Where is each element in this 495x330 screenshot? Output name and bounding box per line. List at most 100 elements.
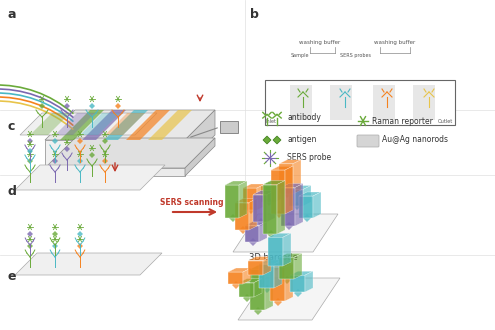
Polygon shape (55, 113, 95, 135)
Text: antibody: antibody (287, 114, 321, 122)
Polygon shape (238, 278, 340, 320)
Polygon shape (279, 160, 301, 164)
Polygon shape (77, 138, 83, 144)
FancyBboxPatch shape (265, 80, 455, 125)
Text: Raman reporter: Raman reporter (372, 116, 433, 125)
Polygon shape (274, 260, 282, 288)
Polygon shape (285, 263, 293, 301)
Polygon shape (243, 184, 265, 188)
Polygon shape (248, 261, 263, 275)
Polygon shape (265, 198, 273, 206)
Polygon shape (275, 182, 283, 202)
Polygon shape (27, 231, 33, 237)
Polygon shape (265, 265, 273, 310)
FancyBboxPatch shape (290, 85, 312, 120)
Polygon shape (77, 158, 83, 164)
Polygon shape (229, 214, 237, 222)
Polygon shape (285, 222, 293, 230)
FancyBboxPatch shape (220, 121, 238, 133)
Polygon shape (15, 165, 165, 190)
Polygon shape (267, 190, 275, 222)
Polygon shape (105, 113, 145, 135)
Polygon shape (225, 181, 247, 185)
Polygon shape (185, 110, 215, 165)
Polygon shape (263, 257, 271, 275)
Polygon shape (45, 168, 185, 176)
Polygon shape (52, 231, 58, 237)
Polygon shape (254, 279, 262, 297)
Polygon shape (279, 164, 293, 194)
Polygon shape (80, 113, 120, 135)
Polygon shape (272, 263, 280, 271)
Polygon shape (303, 214, 311, 222)
Polygon shape (263, 285, 271, 293)
Polygon shape (263, 136, 271, 144)
Polygon shape (52, 243, 58, 249)
Polygon shape (89, 152, 95, 158)
Text: SERS scanning: SERS scanning (160, 198, 224, 207)
Polygon shape (263, 184, 277, 234)
Polygon shape (247, 206, 255, 214)
Text: Outlet: Outlet (438, 119, 453, 124)
Polygon shape (293, 160, 301, 194)
Polygon shape (235, 199, 257, 203)
Polygon shape (257, 218, 265, 226)
Polygon shape (15, 253, 162, 275)
Polygon shape (64, 146, 70, 152)
Polygon shape (232, 281, 240, 289)
Polygon shape (248, 257, 271, 261)
Polygon shape (270, 267, 285, 301)
Text: SERS probe: SERS probe (287, 153, 331, 162)
FancyBboxPatch shape (330, 85, 352, 120)
Polygon shape (295, 183, 303, 226)
Polygon shape (271, 170, 285, 214)
Polygon shape (239, 282, 254, 297)
Text: washing buffer: washing buffer (299, 40, 341, 45)
Polygon shape (245, 225, 259, 242)
Polygon shape (261, 185, 275, 202)
Text: e: e (8, 270, 16, 283)
FancyBboxPatch shape (413, 85, 435, 120)
Polygon shape (77, 243, 83, 249)
Polygon shape (281, 183, 303, 187)
Polygon shape (290, 271, 313, 275)
Polygon shape (281, 187, 295, 226)
Polygon shape (39, 103, 45, 109)
Polygon shape (299, 192, 321, 196)
Polygon shape (254, 307, 262, 315)
Polygon shape (257, 184, 265, 210)
Polygon shape (27, 158, 33, 164)
Polygon shape (239, 226, 247, 234)
Polygon shape (45, 138, 215, 168)
Polygon shape (104, 110, 148, 140)
Polygon shape (60, 110, 104, 140)
Polygon shape (253, 194, 267, 222)
Polygon shape (294, 289, 302, 297)
Polygon shape (89, 103, 95, 109)
Text: Inlet: Inlet (265, 119, 276, 124)
Polygon shape (185, 138, 215, 176)
Polygon shape (253, 190, 275, 194)
Polygon shape (243, 188, 257, 210)
Polygon shape (243, 294, 251, 302)
Polygon shape (299, 196, 313, 218)
Polygon shape (82, 110, 126, 140)
Polygon shape (27, 148, 33, 154)
Polygon shape (239, 279, 262, 282)
Text: d: d (8, 185, 17, 198)
Polygon shape (245, 221, 267, 225)
Polygon shape (303, 185, 311, 206)
Polygon shape (225, 185, 239, 218)
Polygon shape (268, 237, 283, 266)
Polygon shape (293, 202, 301, 210)
Polygon shape (148, 110, 192, 140)
Text: Sample: Sample (291, 53, 309, 58)
Polygon shape (268, 233, 291, 237)
Polygon shape (45, 110, 215, 140)
FancyBboxPatch shape (373, 85, 395, 120)
Polygon shape (20, 113, 157, 135)
Polygon shape (305, 271, 313, 292)
Polygon shape (77, 231, 83, 237)
Polygon shape (261, 182, 283, 185)
Polygon shape (277, 181, 285, 234)
